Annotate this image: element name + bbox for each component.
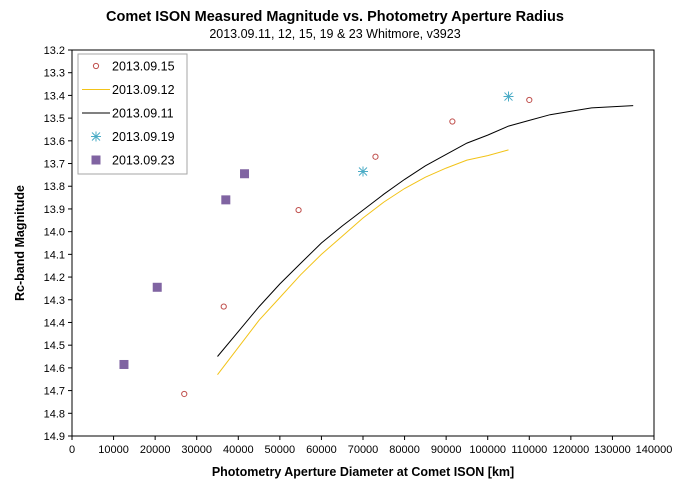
x-tick-label: 70000 bbox=[348, 444, 379, 456]
y-axis-label: Rc-band Magnitude bbox=[13, 185, 27, 301]
y-tick-label: 13.2 bbox=[44, 45, 65, 57]
legend-label: 2013.09.23 bbox=[112, 154, 175, 168]
y-tick-label: 14.3 bbox=[44, 295, 65, 307]
data-point bbox=[526, 96, 533, 104]
x-tick-label: 20000 bbox=[140, 444, 171, 456]
x-tick-label: 140000 bbox=[636, 444, 673, 456]
y-tick-label: 13.5 bbox=[44, 113, 65, 125]
data-point bbox=[181, 390, 188, 398]
y-tick-label: 13.7 bbox=[44, 159, 65, 171]
data-point bbox=[240, 169, 250, 179]
y-tick-label: 14.1 bbox=[44, 249, 65, 261]
y-tick-label: 14.4 bbox=[44, 317, 65, 329]
legend-swatch bbox=[92, 62, 100, 70]
data-point bbox=[449, 118, 456, 125]
y-axis: 13.2 13.3 13.4 13.5 13.6 13.7 13.8 13.9 14.0 14.1… bbox=[44, 45, 72, 443]
legend-swatch bbox=[91, 155, 101, 165]
x-tick-label: 80000 bbox=[389, 444, 420, 456]
x-tick-label: 90000 bbox=[431, 444, 462, 456]
y-tick-label: 13.4 bbox=[44, 90, 65, 102]
legend-label: 2013.09.15 bbox=[112, 60, 175, 74]
x-axis-label: Photometry Aperture Diameter at Comet IS… bbox=[212, 465, 514, 479]
y-tick-label: 14.8 bbox=[44, 408, 65, 420]
series-line bbox=[217, 105, 634, 357]
legend: 2013.09.15 2013.09.12 2013.09.11 2013.09.19… bbox=[77, 53, 188, 175]
data-point bbox=[220, 303, 227, 310]
x-tick-label: 10000 bbox=[98, 444, 129, 456]
chart-subtitle: 2013.09.11, 12, 15, 19 & 23 Whitmore, v3… bbox=[209, 27, 460, 41]
x-tick-label: 130000 bbox=[594, 444, 631, 456]
legend-label: 2013.09.12 bbox=[112, 83, 175, 97]
x-tick-label: 0 bbox=[69, 444, 75, 456]
data-point bbox=[119, 359, 129, 369]
data-point bbox=[295, 206, 302, 214]
y-tick-label: 13.9 bbox=[44, 204, 65, 216]
x-tick-label: 60000 bbox=[306, 444, 337, 456]
chart-title: Comet ISON Measured Magnitude vs. Photom… bbox=[106, 9, 564, 25]
y-tick-label: 13.3 bbox=[44, 68, 65, 80]
x-axis: 0 10000 20000 30000 40000 50000 60000 70000 8000… bbox=[69, 436, 672, 456]
x-tick-label: 50000 bbox=[265, 444, 296, 456]
x-tick-label: 100000 bbox=[469, 444, 506, 456]
x-tick-label: 110000 bbox=[511, 444, 547, 456]
x-tick-label: 30000 bbox=[181, 444, 212, 456]
legend-swatch bbox=[91, 131, 101, 142]
data-point bbox=[372, 153, 379, 160]
data-point bbox=[152, 282, 162, 292]
y-tick-label: 14.5 bbox=[44, 340, 65, 352]
series-line bbox=[217, 149, 509, 376]
y-tick-label: 13.6 bbox=[44, 136, 65, 148]
y-tick-label: 14.7 bbox=[44, 386, 65, 398]
legend-label: 2013.09.19 bbox=[112, 130, 175, 144]
y-tick-label: 14.0 bbox=[44, 227, 65, 239]
data-point bbox=[358, 166, 368, 177]
legend-label: 2013.09.11 bbox=[112, 107, 174, 121]
y-tick-label: 14.6 bbox=[44, 363, 65, 375]
x-tick-label: 120000 bbox=[552, 444, 589, 456]
data-point bbox=[503, 91, 514, 102]
data-point bbox=[221, 195, 231, 205]
y-tick-label: 13.8 bbox=[44, 181, 65, 193]
x-tick-label: 40000 bbox=[223, 444, 254, 456]
series-layer bbox=[119, 91, 634, 398]
legend-box bbox=[77, 53, 188, 175]
y-tick-label: 14.2 bbox=[44, 272, 65, 284]
y-tick-label: 14.9 bbox=[44, 431, 65, 443]
